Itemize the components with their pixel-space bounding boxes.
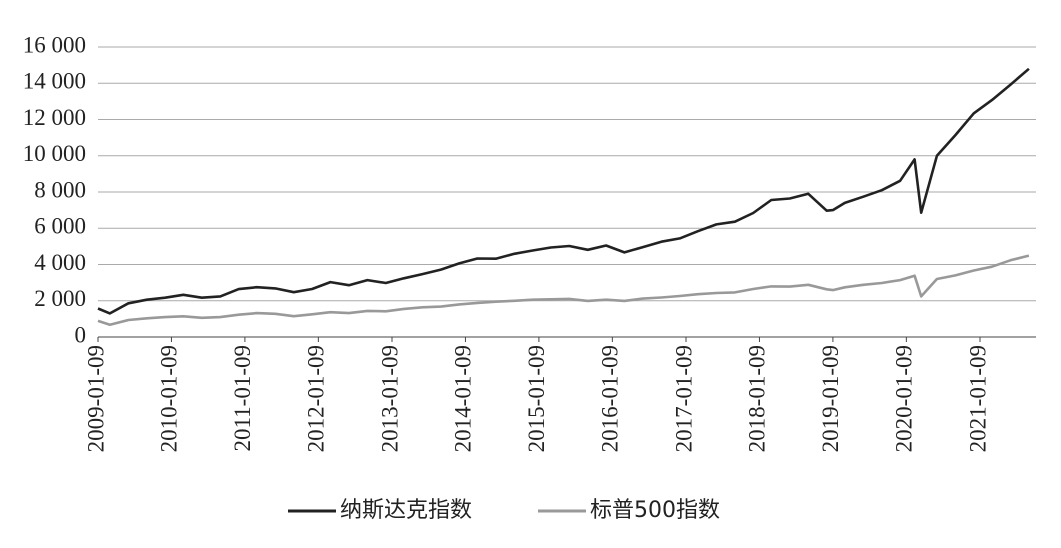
- x-tick-label: 2011-01-09: [230, 345, 255, 451]
- y-tick-label: 0: [75, 322, 87, 347]
- series-line: [97, 67, 1030, 315]
- x-tick-label: 2016-01-09: [598, 345, 623, 452]
- y-tick-label: 2 000: [34, 286, 86, 311]
- y-tick-label: 14 000: [23, 69, 86, 94]
- x-tick-label: 2014-01-09: [451, 345, 476, 452]
- y-tick-label: 10 000: [23, 141, 86, 166]
- y-tick-label: 16 000: [23, 32, 86, 57]
- legend-label: 标普500指数: [590, 498, 720, 523]
- y-tick-label: 4 000: [34, 250, 86, 275]
- x-tick-label: 2018-01-09: [745, 345, 770, 452]
- x-tick-label: 2015-01-09: [524, 345, 549, 452]
- y-tick-label: 8 000: [34, 177, 86, 202]
- y-tick-label: 12 000: [23, 105, 86, 130]
- x-tick-label: 2012-01-09: [304, 345, 329, 452]
- x-tick-label: 2017-01-09: [671, 345, 696, 452]
- legend-label: 纳斯达克指数: [340, 498, 472, 523]
- x-tick-label: 2009-01-09: [83, 345, 108, 452]
- series-line: [97, 254, 1030, 326]
- x-tick-label: 2010-01-09: [157, 345, 182, 452]
- x-tick-label: 2021-01-09: [965, 345, 990, 452]
- x-tick-label: 2013-01-09: [377, 345, 402, 452]
- y-tick-label: 6 000: [34, 214, 86, 239]
- x-tick-label: 2020-01-09: [892, 345, 917, 452]
- x-tick-label: 2019-01-09: [818, 345, 843, 452]
